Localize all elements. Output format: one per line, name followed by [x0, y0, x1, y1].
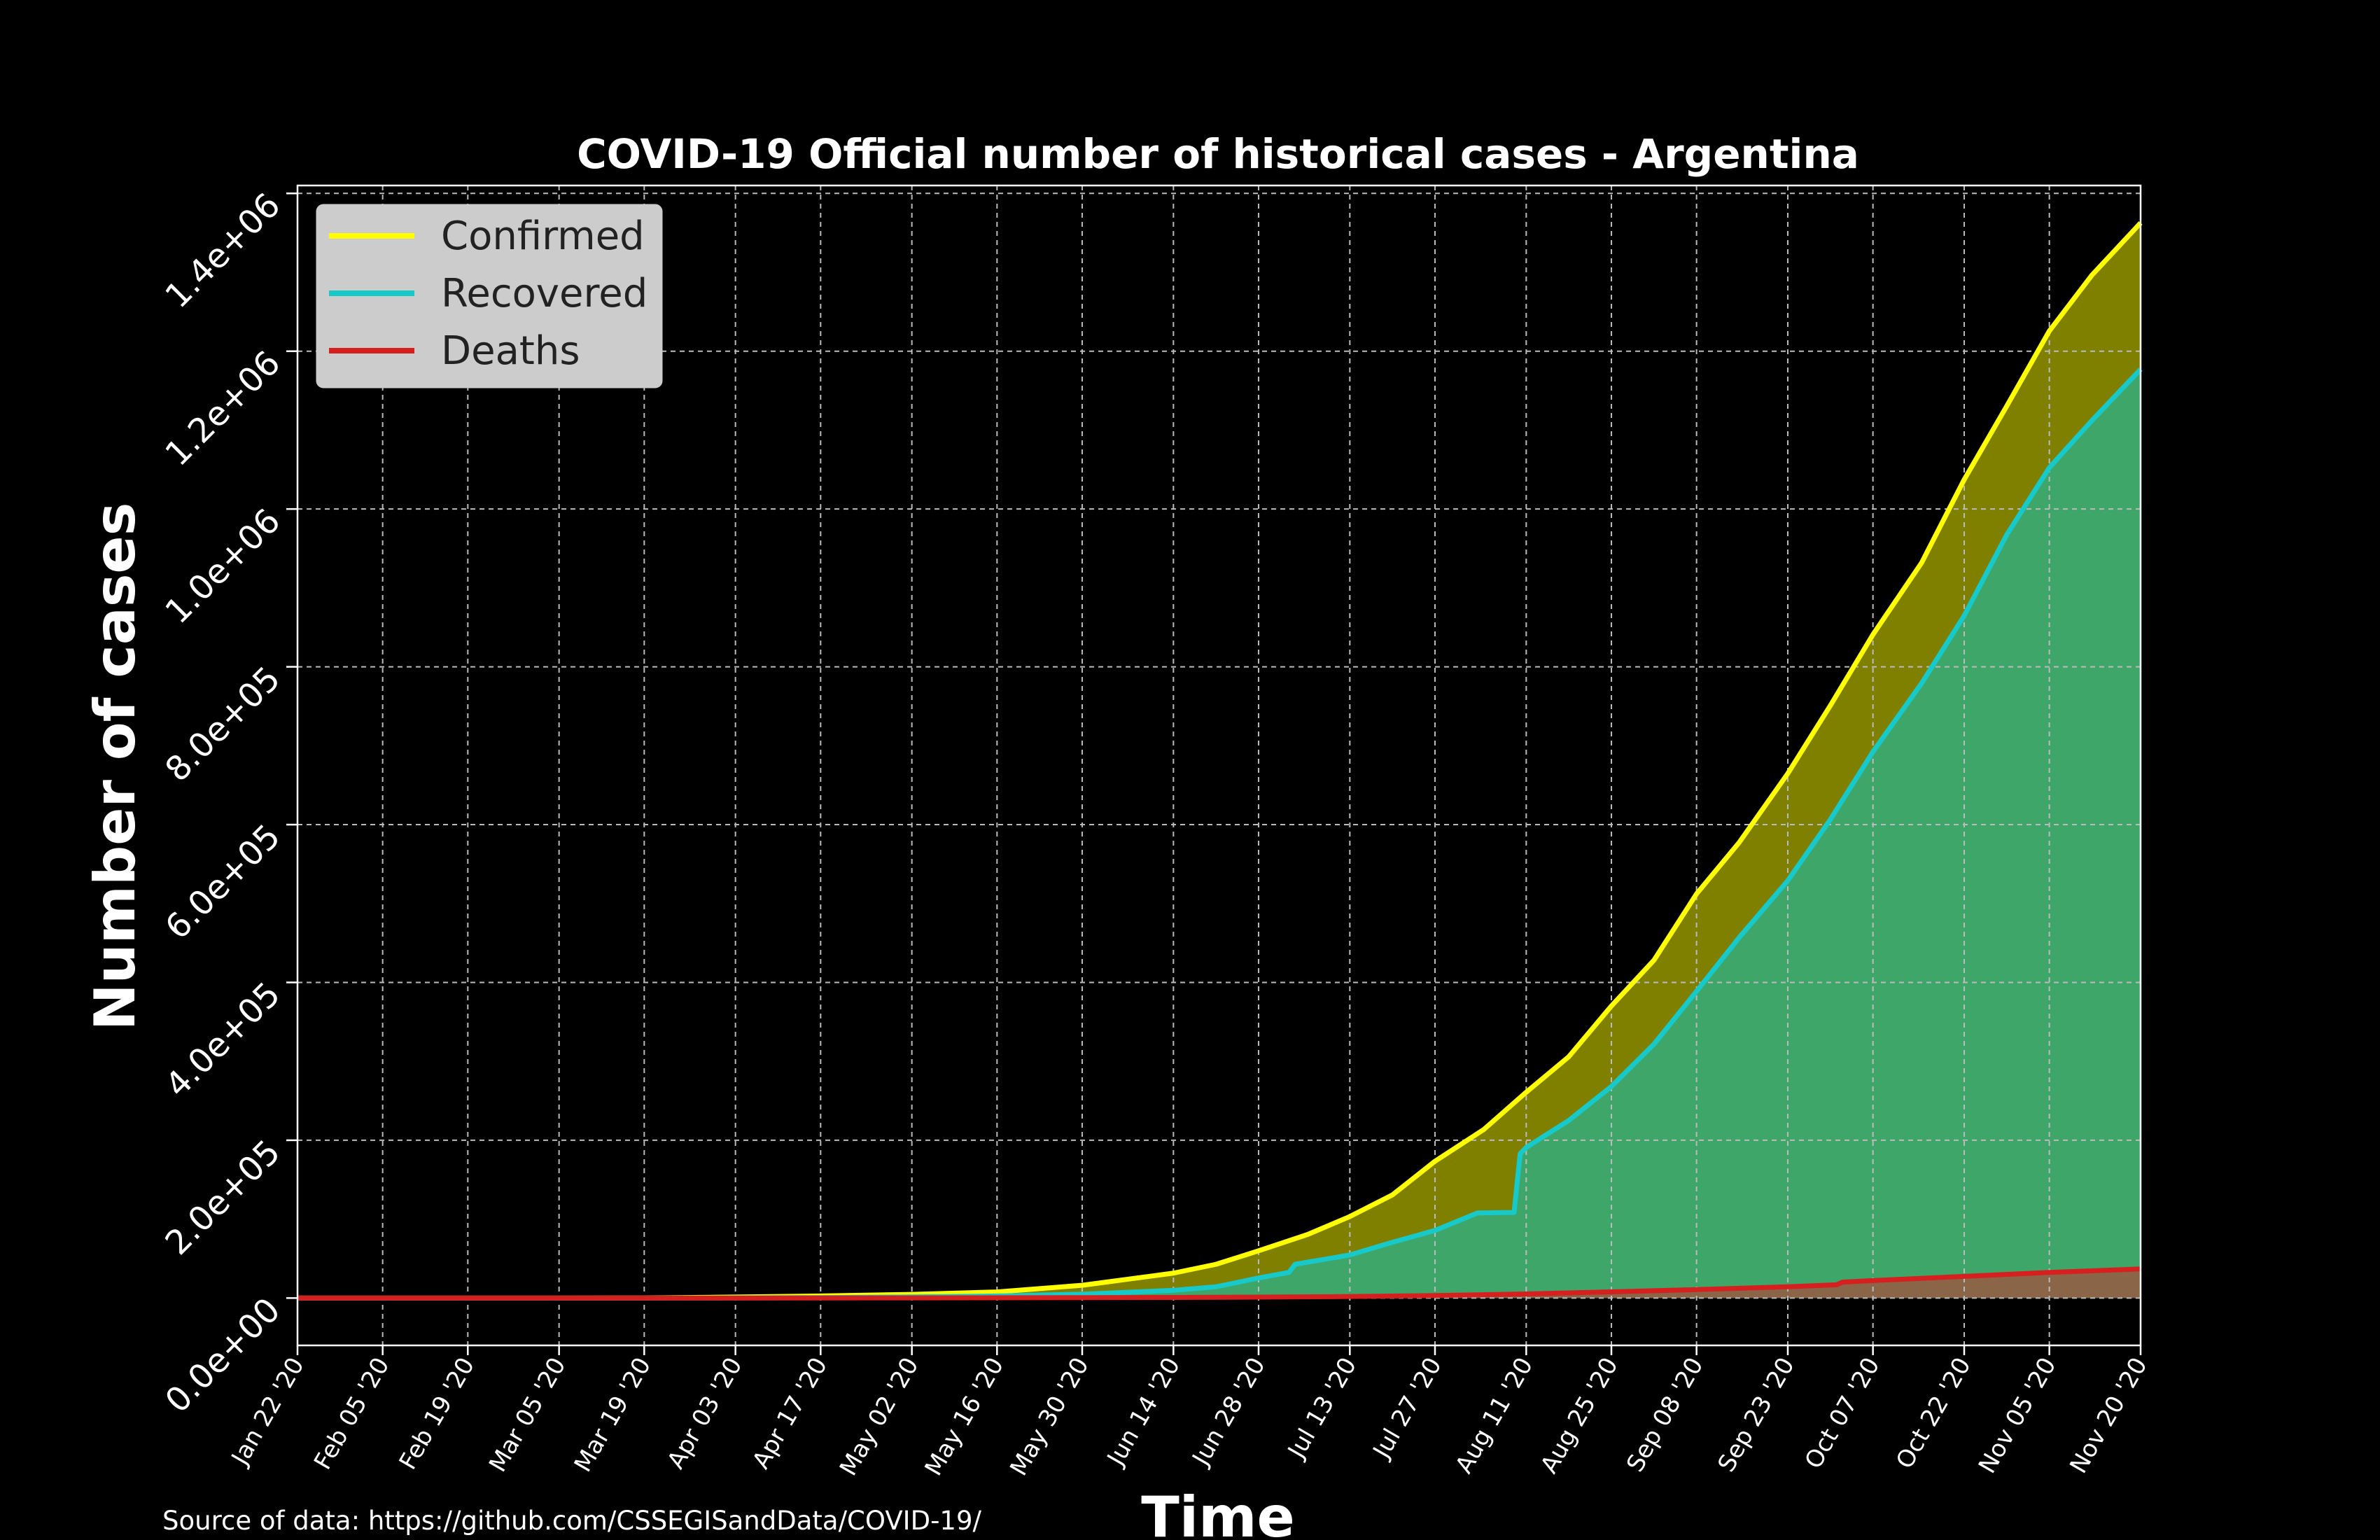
legend-box [316, 204, 663, 388]
chart-title: COVID-19 Official number of historical c… [577, 130, 1859, 178]
series-lines [297, 221, 2143, 1301]
area-recovered [298, 369, 2141, 1298]
line-deaths [297, 1266, 2141, 1301]
legend-label-deaths: Deaths [441, 328, 580, 374]
legend: Confirmed Recovered Deaths [316, 204, 663, 388]
source-note: Source of data: https://github.com/CSSEG… [162, 1506, 981, 1536]
plot-frame [296, 184, 2142, 1347]
plot-area [296, 184, 2143, 1347]
grid-lines [297, 186, 2141, 1345]
x-axis-label: Time [1141, 1485, 1295, 1540]
line-confirmed [298, 221, 2143, 1301]
legend-label-recovered: Recovered [441, 271, 648, 316]
y-axis-label: Number of cases [83, 503, 148, 1031]
legend-label-confirmed: Confirmed [441, 214, 645, 259]
